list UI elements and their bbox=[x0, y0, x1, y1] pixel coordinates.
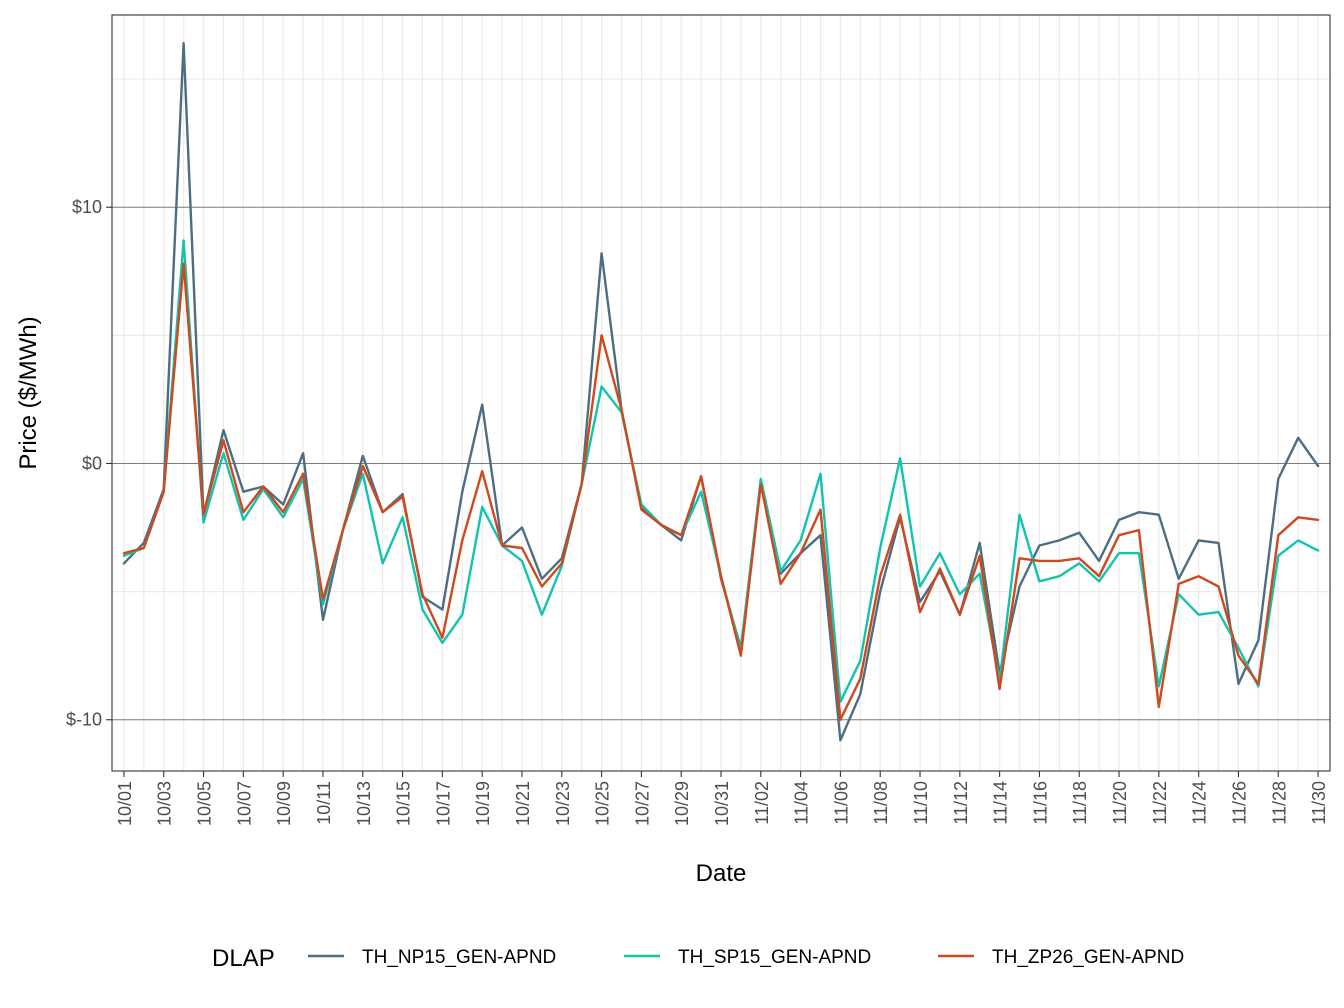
x-tick-label: 11/06 bbox=[831, 781, 851, 825]
y-tick-label: $-10 bbox=[66, 710, 102, 730]
x-tick-label: 10/03 bbox=[155, 781, 175, 826]
x-tick-label: 11/18 bbox=[1070, 781, 1090, 825]
x-tick-label: 11/20 bbox=[1110, 781, 1130, 825]
x-tick-label: 10/05 bbox=[195, 781, 215, 826]
y-tick-label: $10 bbox=[72, 197, 102, 217]
x-tick-label: 10/01 bbox=[115, 781, 135, 826]
legend: DLAP TH_NP15_GEN-APND TH_SP15_GEN-APND TH_… bbox=[212, 945, 1184, 972]
major-gridlines bbox=[112, 206, 1330, 721]
y-axis-title: Price ($/MWh) bbox=[15, 316, 42, 469]
x-axis-title: Date bbox=[696, 860, 747, 887]
x-tick-label: 10/19 bbox=[473, 781, 493, 826]
x-tick-label: 11/12 bbox=[951, 781, 971, 825]
x-tick-label: 11/30 bbox=[1309, 781, 1329, 825]
series-lines bbox=[122, 42, 1320, 742]
x-tick-label: 10/11 bbox=[314, 781, 334, 825]
x-tick-label: 11/22 bbox=[1150, 781, 1170, 825]
x-tick-label: 11/28 bbox=[1269, 781, 1289, 825]
y-tick-label: $0 bbox=[82, 453, 102, 473]
series-line bbox=[122, 262, 1320, 721]
x-tick-label: 11/26 bbox=[1229, 781, 1249, 825]
x-tick-label: 11/10 bbox=[911, 781, 931, 825]
x-tick-label: 10/07 bbox=[234, 781, 254, 826]
x-tick-label: 11/16 bbox=[1030, 781, 1050, 825]
legend-label: TH_ZP26_GEN-APND bbox=[992, 947, 1184, 968]
legend-label: TH_SP15_GEN-APND bbox=[678, 947, 871, 968]
x-tick-label: 10/09 bbox=[274, 781, 294, 826]
x-tick-label: 11/02 bbox=[752, 781, 772, 825]
legend-label: TH_NP15_GEN-APND bbox=[362, 947, 556, 968]
x-tick-label: 10/17 bbox=[433, 781, 453, 826]
x-tick-label: 10/25 bbox=[593, 781, 613, 826]
x-tick-label: 10/15 bbox=[394, 781, 414, 826]
x-tick-label: 10/27 bbox=[632, 781, 652, 826]
x-tick-label: 11/08 bbox=[871, 781, 891, 825]
x-tick-label: 11/14 bbox=[991, 781, 1011, 825]
x-tick-label: 11/24 bbox=[1190, 781, 1210, 825]
x-tick-label: 11/04 bbox=[792, 781, 812, 825]
x-axis-ticks: 10/01 10/03 10/05 10/07 10/09 10/11 10/13 10/15… bbox=[115, 771, 1329, 826]
x-tick-label: 10/23 bbox=[553, 781, 573, 826]
minor-gridlines bbox=[112, 15, 1330, 771]
x-tick-label: 10/31 bbox=[712, 781, 732, 826]
legend-title: DLAP bbox=[212, 945, 275, 972]
x-tick-label: 10/29 bbox=[672, 781, 692, 826]
x-tick-label: 10/21 bbox=[513, 781, 533, 826]
y-axis-ticks: $-10 $0 $10 bbox=[66, 197, 112, 730]
x-tick-label: 10/13 bbox=[354, 781, 374, 826]
